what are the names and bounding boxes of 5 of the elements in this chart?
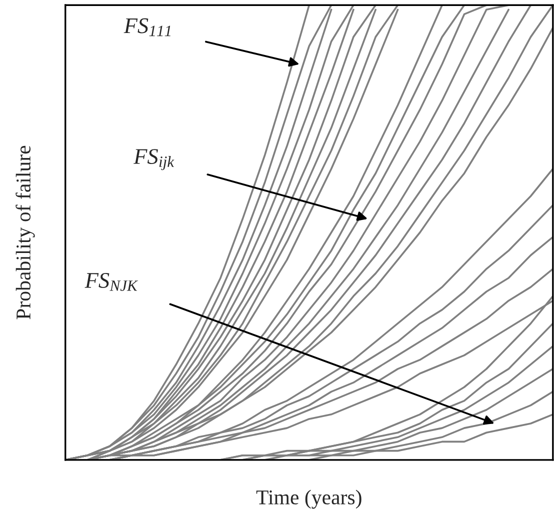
x-axis-title: Time (years) [256,490,362,509]
annotation: FS$_{ijk}$ [134,149,174,170]
y-axis-title: Probability of failure [16,146,35,320]
annotation: FS$_{NJK}$ [84,272,138,291]
annotation: FS$_{111}$ [124,18,170,36]
